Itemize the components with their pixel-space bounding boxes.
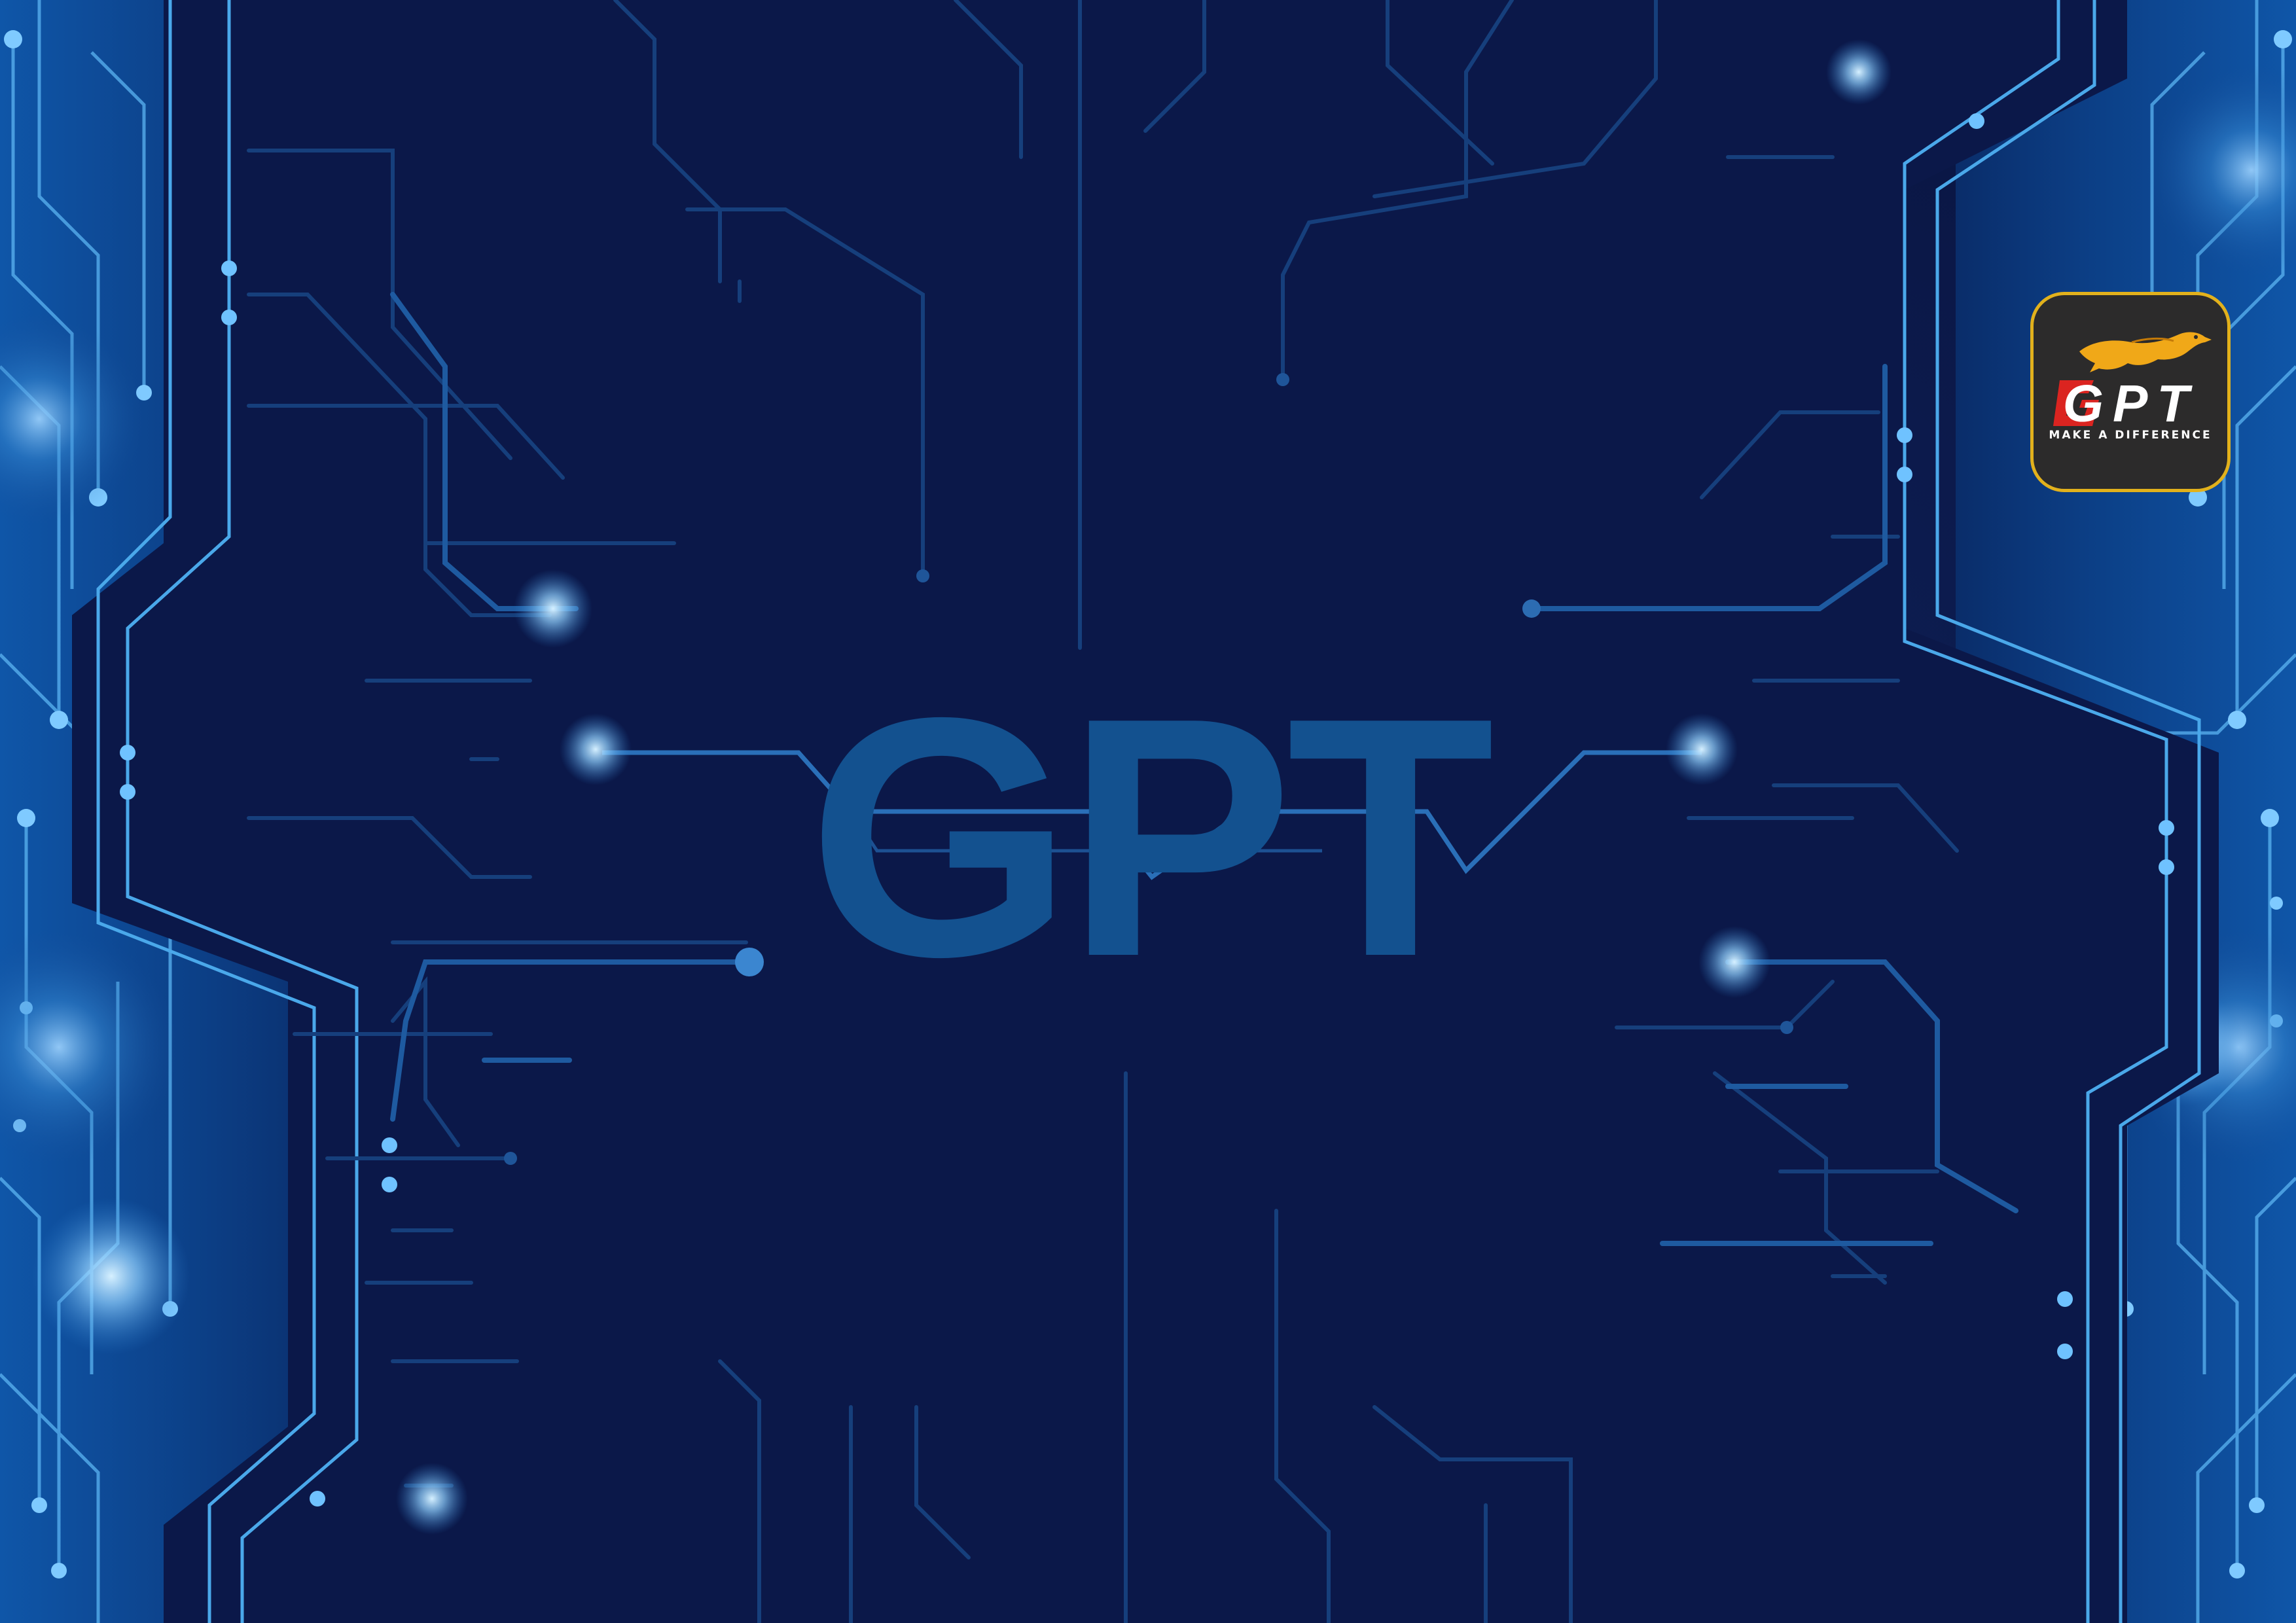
leaping-cheetah-icon — [2053, 332, 2212, 426]
logo-wordmark: GPT — [2062, 374, 2198, 433]
logo-tagline: MAKE A DIFFERENCE — [2049, 429, 2212, 442]
left-border-line — [126, 0, 359, 1623]
glow-node — [514, 569, 592, 648]
title-connector-line — [602, 750, 1702, 880]
right-border-line — [1903, 0, 2168, 1623]
company-logo-badge: GPT MAKE A DIFFERENCE — [2030, 292, 2231, 492]
poster-title: GPT — [808, 647, 1495, 1027]
central-panel — [72, 0, 2219, 1623]
